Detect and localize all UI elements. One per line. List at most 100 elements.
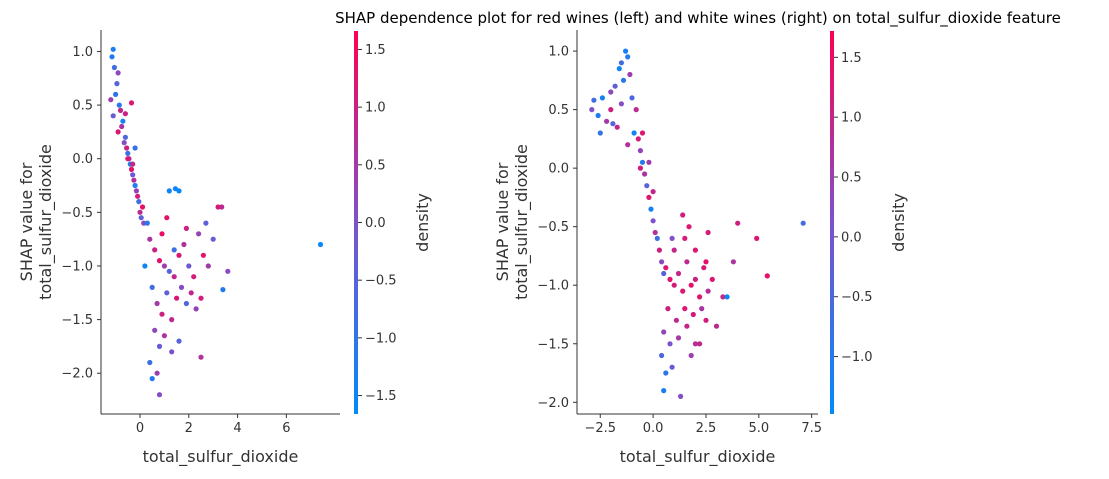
scatter-point bbox=[661, 329, 667, 335]
scatter-point bbox=[111, 64, 117, 71]
y-tick-label: 0.0 bbox=[548, 162, 569, 177]
scatter-point bbox=[137, 209, 143, 215]
scatter-point bbox=[121, 140, 127, 146]
y-tick-label: −1.0 bbox=[537, 279, 569, 294]
scatter-point bbox=[181, 241, 187, 248]
colorbar-tick-label: −1.0 bbox=[841, 350, 873, 365]
scatter-point bbox=[650, 189, 656, 195]
scatter-point bbox=[191, 274, 197, 280]
scatter-point bbox=[128, 100, 135, 106]
scatter-point bbox=[154, 300, 160, 307]
scatter-point bbox=[735, 220, 741, 226]
scatter-point bbox=[164, 215, 170, 221]
scatter-point bbox=[644, 183, 650, 189]
scatter-point bbox=[730, 259, 737, 265]
scatter-point bbox=[183, 225, 189, 231]
scatter-point bbox=[138, 215, 144, 221]
scatter-point bbox=[639, 130, 646, 136]
scatter-point bbox=[141, 220, 147, 226]
left-panel-red-wines: 0 2 4 6 1.0 0.5 0.0 −0.5 −1.0 −1.5 −2.0 total_sulfu… bbox=[17, 30, 432, 467]
scatter-point bbox=[115, 129, 121, 135]
colorbar bbox=[354, 31, 358, 414]
colorbar-tick-label: −1.0 bbox=[365, 331, 397, 346]
x-axis-label: total_sulfur_dioxide bbox=[620, 447, 776, 467]
scatter-point bbox=[132, 145, 138, 151]
scatter-point bbox=[618, 60, 625, 66]
scatter-point bbox=[152, 327, 158, 333]
scatter-point bbox=[661, 388, 667, 394]
y-tick-label: 1.0 bbox=[72, 45, 93, 60]
scatter-point bbox=[139, 204, 146, 210]
scatter-point bbox=[591, 97, 597, 103]
scatter-point bbox=[154, 370, 160, 376]
colorbar-tick-label: 1.5 bbox=[365, 43, 386, 58]
y-tick-label: −2.0 bbox=[61, 367, 93, 382]
colorbar-tick-label: 1.5 bbox=[841, 51, 862, 66]
scatter-point bbox=[629, 95, 635, 101]
colorbar-tick-label: 1.0 bbox=[365, 101, 386, 116]
scatter-point bbox=[612, 83, 618, 89]
y-tick-label: 0.0 bbox=[72, 152, 93, 167]
scatter-point bbox=[680, 288, 686, 294]
x-tick-label: 7.5 bbox=[801, 421, 822, 436]
colorbar-tick-label: 0.0 bbox=[365, 216, 386, 231]
scatter-point bbox=[176, 338, 182, 344]
scatter-point bbox=[122, 134, 128, 140]
scatter-point bbox=[110, 46, 116, 52]
scatter-point bbox=[703, 317, 709, 323]
scatter-point bbox=[161, 263, 167, 269]
scatter-point bbox=[110, 113, 116, 119]
scatter-point bbox=[671, 247, 677, 253]
scatter-point bbox=[200, 252, 206, 258]
scatter-point bbox=[203, 220, 209, 226]
x-axis-label: total_sulfur_dioxide bbox=[143, 447, 299, 467]
scatter-point bbox=[633, 107, 639, 113]
scatter-point bbox=[205, 263, 211, 269]
scatter-point bbox=[608, 89, 614, 95]
scatter-point bbox=[663, 265, 669, 271]
scatter-point bbox=[119, 123, 125, 130]
scatter-point bbox=[675, 270, 682, 277]
scatter-point bbox=[149, 376, 155, 382]
scatter-point bbox=[764, 273, 770, 279]
scatter-point bbox=[152, 247, 158, 253]
scatter-point bbox=[164, 290, 170, 296]
x-tick-label: 5.0 bbox=[748, 421, 769, 436]
scatter-points bbox=[108, 46, 324, 398]
scatter-point bbox=[125, 156, 131, 162]
colorbar-tick-label: 0.5 bbox=[365, 158, 386, 173]
scatter-point bbox=[156, 258, 163, 264]
scatter-point bbox=[724, 294, 730, 300]
x-tick-label: 0.0 bbox=[643, 421, 664, 436]
scatter-point bbox=[635, 136, 641, 142]
scatter-point bbox=[703, 259, 709, 265]
scatter-point bbox=[688, 282, 694, 288]
scatter-point bbox=[678, 393, 684, 399]
scatter-point bbox=[589, 107, 595, 113]
scatter-point bbox=[686, 224, 692, 230]
x-tick-label: −2.5 bbox=[584, 421, 616, 436]
scatter-point bbox=[648, 206, 654, 212]
scatter-point bbox=[196, 231, 202, 237]
y-tick-label: 0.5 bbox=[72, 99, 93, 114]
scatter-point bbox=[690, 311, 696, 318]
scatter-point bbox=[625, 54, 631, 60]
scatter-point bbox=[595, 112, 601, 119]
scatter-point bbox=[800, 220, 806, 226]
scatter-point bbox=[220, 287, 226, 293]
scatter-point bbox=[637, 165, 644, 171]
scatter-point bbox=[317, 241, 324, 248]
y-tick-label: 0.5 bbox=[548, 103, 569, 118]
scatter-point bbox=[142, 263, 148, 269]
scatter-point bbox=[667, 341, 673, 347]
y-tick-label: −1.5 bbox=[537, 337, 569, 352]
scatter-point bbox=[669, 235, 675, 241]
y-axis-label: SHAP value fortotal_sulfur_dioxide bbox=[493, 144, 532, 300]
scatter-point bbox=[692, 276, 699, 282]
scatter-point bbox=[669, 364, 675, 370]
scatter-point bbox=[692, 341, 699, 347]
scatter-point bbox=[188, 290, 194, 296]
scatter-point bbox=[113, 91, 119, 97]
scatter-point bbox=[680, 212, 686, 218]
scatter-point bbox=[599, 95, 606, 101]
